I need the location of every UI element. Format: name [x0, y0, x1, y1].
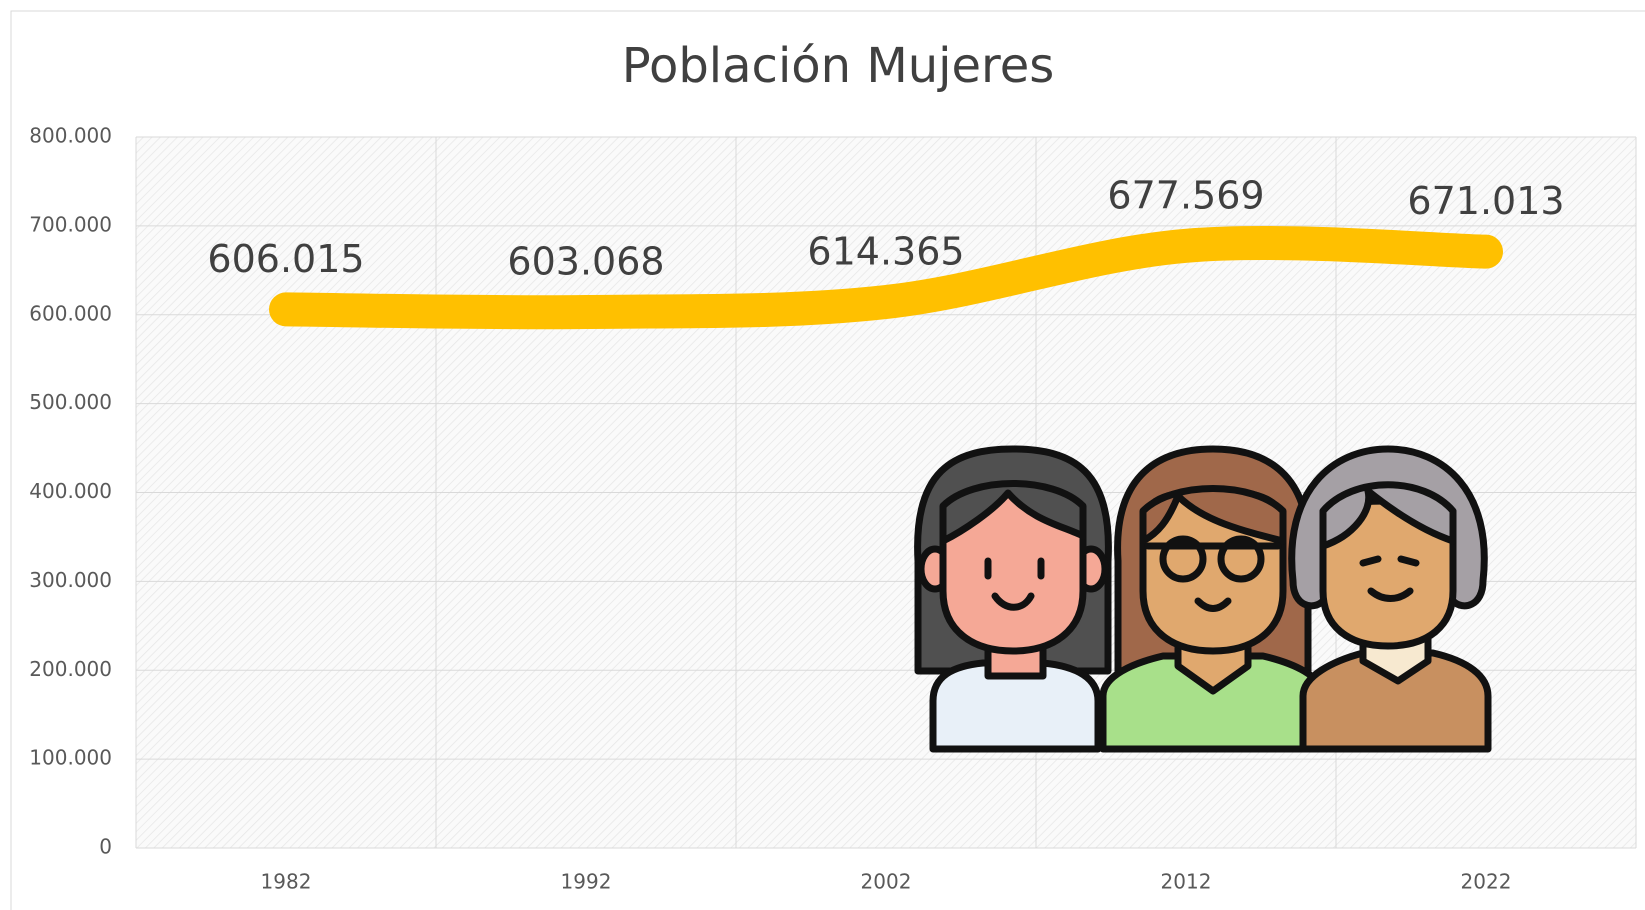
x-tick-label: 1982 — [261, 870, 312, 894]
y-tick-label: 300.000 — [29, 568, 112, 592]
data-label: 603.068 — [507, 240, 664, 284]
y-tick-label: 700.000 — [29, 212, 112, 236]
x-tick-label: 1992 — [561, 870, 612, 894]
y-tick-label: 200.000 — [29, 657, 112, 681]
chart: Población Mujeres 0 100.000 200.000 300.000… — [0, 0, 1645, 910]
y-tick-label: 400.000 — [29, 479, 112, 503]
y-tick-label: 800.000 — [29, 124, 112, 148]
y-tick-label: 600.000 — [29, 301, 112, 325]
page: Población Mujeres 0 100.000 200.000 300.000… — [0, 0, 1645, 910]
x-tick-label: 2022 — [1461, 870, 1512, 894]
data-label: 671.013 — [1407, 179, 1564, 223]
chart-title: Población Mujeres — [622, 38, 1055, 94]
data-label: 606.015 — [207, 237, 364, 281]
x-tick-label: 2012 — [1161, 870, 1212, 894]
y-tick-label: 500.000 — [29, 390, 112, 414]
illustration — [918, 449, 1488, 749]
y-tick-label: 100.000 — [29, 746, 112, 770]
y-tick-label: 0 — [99, 835, 112, 859]
x-tick-label: 2002 — [861, 870, 912, 894]
data-label: 614.365 — [807, 229, 964, 273]
data-label: 677.569 — [1107, 173, 1264, 217]
